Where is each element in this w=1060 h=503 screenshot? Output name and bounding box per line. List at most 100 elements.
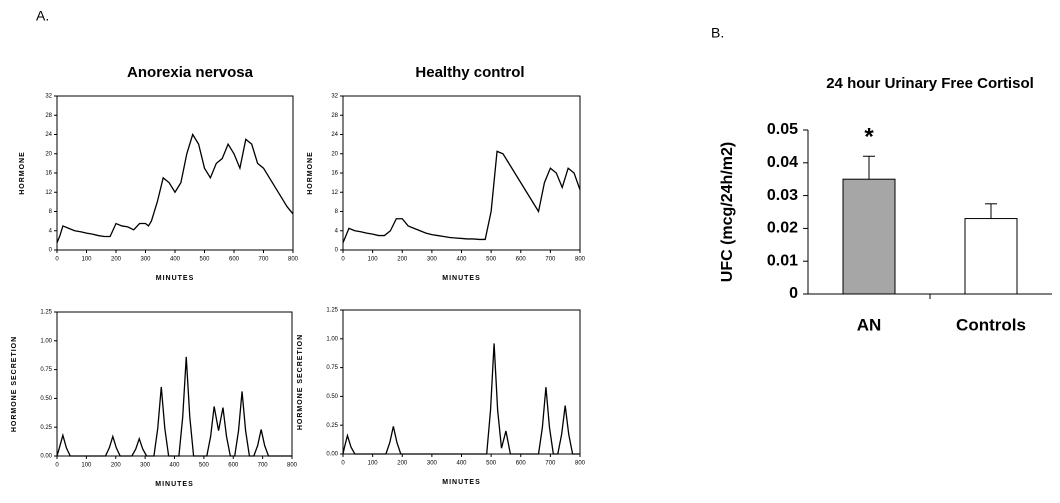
x-tick-label: 500 xyxy=(199,257,210,263)
y-tick-label: 0.50 xyxy=(40,396,52,402)
y-tick-label: 0 xyxy=(49,248,53,254)
x-tick-label: 800 xyxy=(575,257,586,263)
bar xyxy=(964,218,1018,295)
y-tick-label: 8 xyxy=(335,209,339,215)
y-axis-label: UFC (mcg/24h/m2) xyxy=(719,142,736,282)
y-tick-label: 0.01 xyxy=(767,252,798,269)
data-line xyxy=(342,343,580,455)
x-tick-label: 400 xyxy=(456,257,467,263)
plot-frame xyxy=(56,95,294,251)
y-tick-label: 0.25 xyxy=(40,425,52,431)
y-tick-label: 0.03 xyxy=(767,187,798,204)
y-tick-label: 24 xyxy=(45,132,52,138)
y-tick-label: 28 xyxy=(45,113,52,119)
x-tick-label: 600 xyxy=(516,461,527,467)
x-tick-label: 300 xyxy=(140,257,151,263)
x-tick-label: 0 xyxy=(55,257,59,263)
y-tick-label: 28 xyxy=(331,113,338,119)
x-tick-label: 0 xyxy=(341,257,345,263)
x-tick-label: 600 xyxy=(516,257,527,263)
x-tick-label: 400 xyxy=(456,461,467,467)
y-tick-label: 16 xyxy=(331,171,338,177)
chart-title: Healthy control xyxy=(415,64,524,81)
y-tick-label: 32 xyxy=(45,94,52,100)
x-tick-label: 800 xyxy=(287,463,298,469)
x-tick-label: 200 xyxy=(111,257,122,263)
y-tick-label: 4 xyxy=(335,228,339,234)
y-tick-label: 8 xyxy=(49,209,53,215)
x-tick-label: 700 xyxy=(545,257,556,263)
plot-frame xyxy=(342,309,581,455)
x-tick-label: 100 xyxy=(81,257,92,263)
x-tick-label: 600 xyxy=(228,463,239,469)
x-tick-label: 300 xyxy=(427,257,438,263)
x-tick-label: Controls xyxy=(956,315,1026,334)
panel-label: B. xyxy=(711,25,724,41)
x-tick-label: 700 xyxy=(258,257,269,263)
chart-title: Anorexia nervosa xyxy=(127,64,254,81)
annotation: * xyxy=(864,124,874,151)
x-tick-label: 800 xyxy=(288,257,299,263)
x-tick-label: 400 xyxy=(169,463,180,469)
y-tick-label: 0 xyxy=(335,248,339,254)
x-tick-label: 500 xyxy=(486,257,497,263)
y-tick-label: 0.25 xyxy=(326,423,338,429)
y-axis-label: HORMONE xyxy=(19,151,26,195)
x-tick-label: 0 xyxy=(55,463,59,469)
x-tick-label: 200 xyxy=(111,463,122,469)
y-tick-label: 0.02 xyxy=(767,220,798,237)
data-line xyxy=(56,356,292,457)
y-tick-label: 12 xyxy=(45,190,52,196)
y-tick-label: 0.75 xyxy=(40,367,52,373)
data-line xyxy=(342,150,581,244)
y-axis-label: HORMONE xyxy=(307,151,314,195)
x-axis-label: MINUTES xyxy=(156,275,195,282)
x-tick-label: 300 xyxy=(427,461,438,467)
y-tick-label: 1.00 xyxy=(326,336,338,342)
y-tick-label: 0.00 xyxy=(326,452,338,458)
chart-title: 24 hour Urinary Free Cortisol xyxy=(826,75,1034,92)
x-tick-label: 800 xyxy=(575,461,586,467)
y-tick-label: 20 xyxy=(331,151,338,157)
y-tick-label: 20 xyxy=(45,151,52,157)
x-tick-label: 200 xyxy=(397,461,408,467)
y-tick-label: 16 xyxy=(45,171,52,177)
x-tick-label: 700 xyxy=(545,461,556,467)
y-tick-label: 1.25 xyxy=(40,310,52,316)
y-tick-label: 0.05 xyxy=(767,121,798,138)
y-tick-label: 0.00 xyxy=(40,454,52,460)
data-line xyxy=(56,132,294,244)
plot-frame xyxy=(342,95,581,251)
y-tick-label: 1.25 xyxy=(326,308,338,314)
plot-frame xyxy=(56,311,293,457)
x-tick-label: 500 xyxy=(199,463,210,469)
x-tick-label: 100 xyxy=(81,463,92,469)
x-tick-label: 400 xyxy=(170,257,181,263)
y-tick-label: 0.50 xyxy=(326,394,338,400)
y-tick-label: 1.00 xyxy=(40,338,52,344)
y-tick-label: 32 xyxy=(331,94,338,100)
y-tick-label: 0.04 xyxy=(767,154,798,171)
panel-label: A. xyxy=(36,8,49,24)
x-tick-label: AN xyxy=(857,315,882,334)
y-tick-label: 0.75 xyxy=(326,365,338,371)
x-tick-label: 700 xyxy=(258,463,269,469)
y-axis-label: HORMONE SECRETION xyxy=(11,336,18,432)
y-tick-label: 0 xyxy=(789,285,798,302)
x-axis-label: MINUTES xyxy=(442,275,481,282)
y-tick-label: 24 xyxy=(331,132,338,138)
x-axis-label: MINUTES xyxy=(442,479,481,486)
x-tick-label: 100 xyxy=(368,257,379,263)
x-tick-label: 600 xyxy=(229,257,240,263)
x-tick-label: 0 xyxy=(341,461,345,467)
y-tick-label: 12 xyxy=(331,190,338,196)
x-tick-label: 500 xyxy=(486,461,497,467)
bar xyxy=(842,178,896,295)
y-tick-label: 4 xyxy=(49,228,53,234)
x-tick-label: 100 xyxy=(368,461,379,467)
y-axis-label: HORMONE SECRETION xyxy=(297,334,304,430)
x-tick-label: 300 xyxy=(140,463,151,469)
x-axis-label: MINUTES xyxy=(155,481,194,488)
x-tick-label: 200 xyxy=(397,257,408,263)
